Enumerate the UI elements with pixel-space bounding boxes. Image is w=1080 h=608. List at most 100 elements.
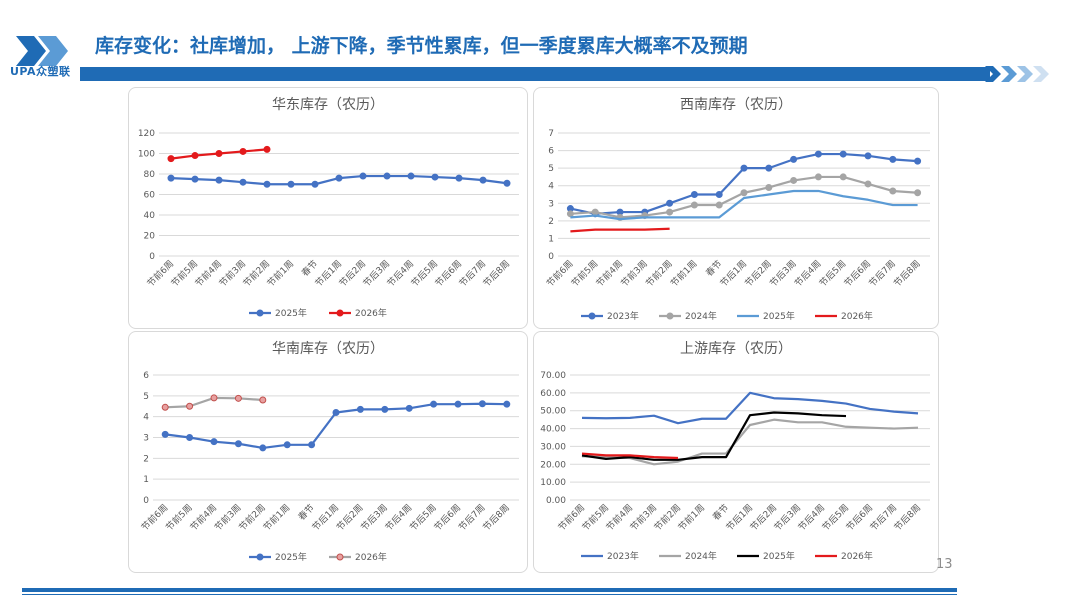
series-line — [581, 411, 847, 461]
data-point — [503, 400, 511, 408]
y-tick-label: 4 — [548, 182, 554, 192]
data-point — [889, 155, 897, 163]
y-tick-label: 5 — [143, 392, 149, 402]
data-point — [191, 175, 199, 183]
data-point — [889, 187, 897, 195]
series-line — [581, 452, 679, 460]
data-point — [715, 191, 723, 198]
legend-label: 2023年 — [607, 550, 639, 562]
x-tick-label: 节后1周 — [718, 258, 749, 289]
legend-label: 2024年 — [685, 550, 717, 562]
series-line — [570, 227, 670, 233]
chart-east: 020406080100120节前6周节前5周节前4周节前3周节前2周节前1周春… — [138, 129, 519, 319]
legend-label: 2025年 — [763, 550, 795, 562]
y-tick-label: 70.00 — [540, 371, 566, 381]
logo-text: UPA众塑联 — [10, 65, 71, 78]
x-tick-label: 节前6周 — [544, 258, 576, 290]
series-line — [570, 189, 918, 221]
data-point — [454, 400, 462, 408]
x-tick-label: 春节 — [710, 502, 731, 523]
data-point — [690, 191, 698, 198]
data-point — [814, 173, 822, 181]
y-tick-label: 20 — [144, 232, 156, 242]
x-tick-label: 节前3周 — [618, 258, 650, 290]
legend-label: 2024年 — [685, 310, 717, 322]
data-point — [239, 178, 247, 186]
y-tick-label: 30.00 — [540, 442, 566, 452]
legend-marker — [256, 553, 264, 561]
chart-panel-upstream: 上游库存（农历） 0.00 10.00 20.00 30.00 40.00 50.00 60… — [533, 331, 939, 573]
legend-marker — [666, 312, 674, 320]
data-point — [335, 174, 343, 182]
y-tick-label: 20.00 — [540, 460, 566, 470]
data-point — [814, 150, 822, 158]
x-tick-label: 节前1周 — [264, 258, 296, 290]
x-tick-label: 春节 — [295, 502, 316, 523]
data-point — [332, 409, 340, 416]
y-tick-label: 2 — [548, 217, 554, 227]
data-point — [430, 400, 438, 408]
x-tick-label: 节前4周 — [593, 258, 625, 290]
legend-label: 2025年 — [763, 310, 795, 322]
y-tick-label: 5 — [548, 164, 554, 174]
page-title: 库存变化：社库增加， 上游下降，季节性累库，但一季度累库大概率不及预期 — [95, 35, 748, 57]
data-point — [215, 150, 223, 157]
series-line — [581, 418, 919, 466]
data-point — [864, 152, 872, 160]
data-point — [455, 174, 463, 182]
x-tick-label: 节后8周 — [481, 258, 512, 289]
data-point — [431, 173, 439, 181]
y-tick-label: 50.00 — [540, 407, 566, 417]
data-point — [259, 396, 267, 404]
legend-marker — [588, 312, 596, 320]
data-point — [790, 155, 798, 163]
data-point — [405, 404, 413, 412]
data-point — [191, 152, 199, 160]
x-tick-label: 节前1周 — [668, 258, 700, 290]
data-point — [263, 180, 271, 188]
data-point — [478, 400, 486, 408]
data-point — [740, 164, 748, 172]
y-tick-label: 0 — [143, 496, 149, 506]
y-tick-label: 120 — [138, 129, 155, 139]
data-point — [765, 183, 773, 191]
x-tick-label: 节后7周 — [867, 258, 898, 289]
legend-label: 2026年 — [841, 310, 873, 322]
data-point — [381, 405, 389, 413]
y-tick-label: 40.00 — [540, 425, 566, 435]
data-point — [790, 176, 798, 184]
x-tick-label: 节前1周 — [261, 502, 293, 534]
x-tick-label: 节后8周 — [481, 502, 512, 533]
y-tick-label: 7 — [548, 129, 554, 139]
data-point — [161, 430, 169, 438]
data-point — [740, 189, 748, 197]
data-point — [215, 176, 223, 184]
y-tick-label: 60.00 — [540, 389, 566, 399]
y-tick-label: 60 — [144, 191, 156, 201]
data-point — [234, 440, 242, 448]
data-point — [591, 208, 599, 216]
data-point — [234, 394, 242, 402]
x-tick-label: 节后2周 — [743, 258, 774, 289]
y-tick-label: 10.00 — [540, 478, 566, 488]
y-tick-label: 1 — [143, 475, 149, 485]
y-tick-label: 0 — [548, 252, 554, 262]
data-point — [263, 145, 271, 153]
chart-panel-east: 华东库存（农历） 0 20 40 60 80 100 120 节前6周 节前5周 节前4周 节前3周… — [128, 87, 528, 329]
legend-label: 2023年 — [607, 310, 639, 322]
y-tick-label: 0.00 — [546, 496, 566, 506]
x-tick-label: 节后3周 — [768, 258, 799, 289]
y-tick-label: 6 — [143, 371, 149, 381]
data-point — [914, 157, 922, 165]
y-tick-label: 100 — [138, 150, 155, 160]
chart-title-upstream: 上游库存（农历） — [680, 341, 792, 357]
x-tick-label: 节后8周 — [892, 502, 923, 533]
data-point — [167, 155, 175, 163]
data-point — [186, 402, 194, 410]
y-tick-label: 0 — [149, 252, 155, 262]
data-point — [356, 405, 364, 413]
legend-label: 2026年 — [355, 307, 387, 319]
legend-marker — [256, 309, 264, 317]
